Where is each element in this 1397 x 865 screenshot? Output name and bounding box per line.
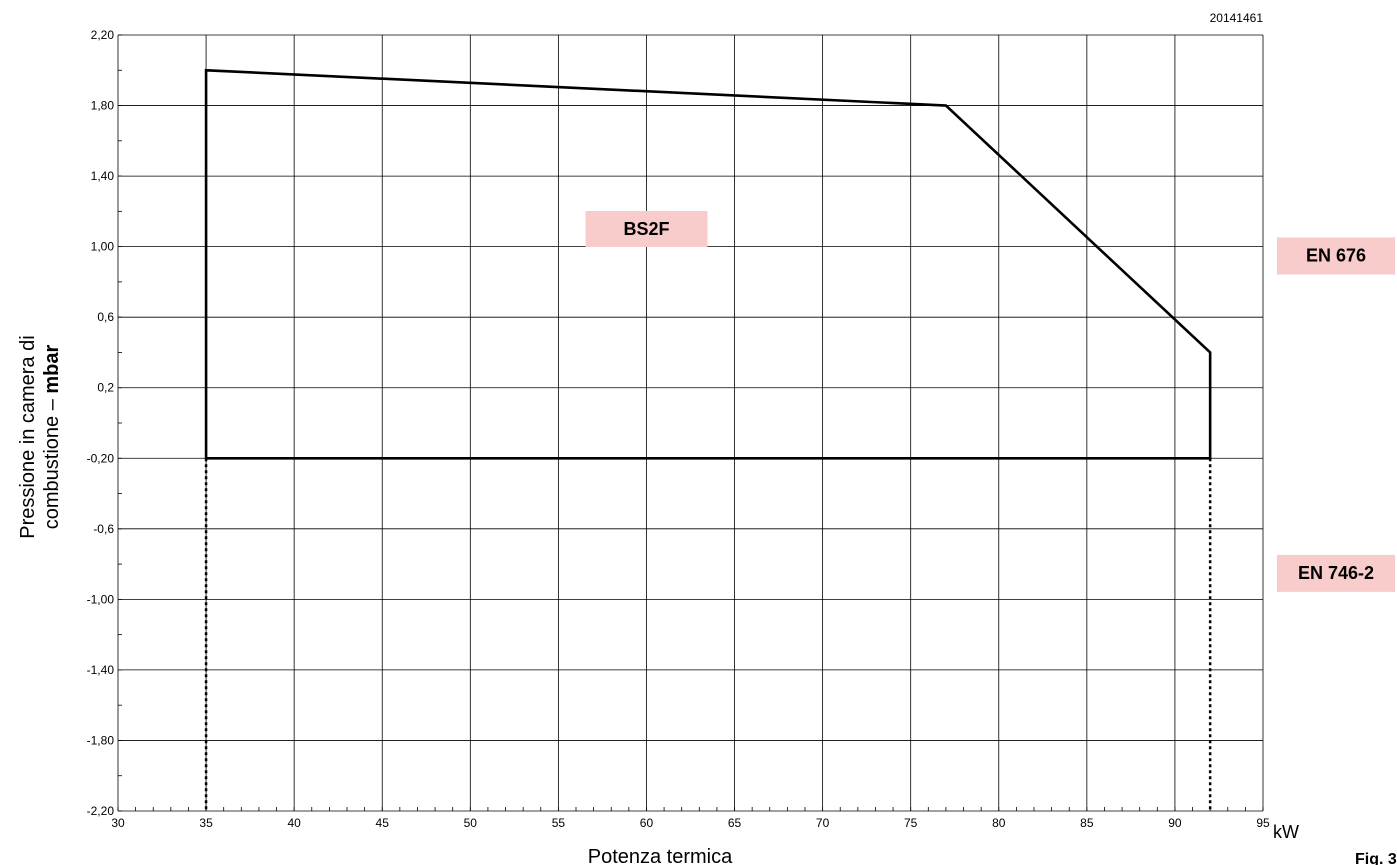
y-tick-label: 0,6 xyxy=(97,310,114,324)
y-tick-label: 2,20 xyxy=(91,28,115,42)
y-tick-label: 0,2 xyxy=(97,381,114,395)
annotation-label: BS2F xyxy=(623,219,669,239)
x-tick-label: 75 xyxy=(904,816,918,830)
minor-ticks xyxy=(117,34,1264,812)
y-tick-label: 1,40 xyxy=(91,169,115,183)
x-tick-label: 35 xyxy=(199,816,213,830)
y-tick-label: -0,6 xyxy=(93,522,114,536)
y-tick-label: -0,20 xyxy=(87,451,115,465)
x-tick-labels: 30 35 40 45 50 55 60 65 70 75 80 85 90 95 xyxy=(111,816,1270,830)
y-tick-label: -1,80 xyxy=(87,733,115,747)
y-tick-label: -1,00 xyxy=(87,592,115,606)
x-axis-unit: kW xyxy=(1273,822,1299,842)
y-axis-title-unit: mbar xyxy=(41,345,63,394)
y-tick-label: -2,20 xyxy=(87,804,115,818)
y-axis-title-line1: Pressione in camera di xyxy=(17,335,39,538)
annotations: BS2F EN 676 EN 746-2 xyxy=(585,211,1395,592)
x-tick-label: 60 xyxy=(640,816,654,830)
y-tick-label: 1,00 xyxy=(91,240,115,254)
grid xyxy=(117,34,1264,812)
x-tick-label: 45 xyxy=(376,816,390,830)
operating-range-series xyxy=(204,68,1212,460)
x-tick-label: 40 xyxy=(287,816,301,830)
x-tick-label: 50 xyxy=(464,816,478,830)
dotted-limit-lines xyxy=(204,458,1212,811)
y-tick-label: -1,40 xyxy=(87,663,115,677)
operating-range-line xyxy=(204,68,1212,460)
x-tick-label: 80 xyxy=(992,816,1006,830)
standard-label: EN 746-2 xyxy=(1298,563,1374,583)
chart-code: 20141461 xyxy=(1210,11,1264,25)
x-tick-label: 90 xyxy=(1168,816,1182,830)
standard-badge xyxy=(1277,554,1395,592)
y-tick-labels: 2,20 1,80 1,40 1,00 0,6 0,2 -0,20 -0,6 -1,00 -1,4… xyxy=(87,28,115,818)
x-tick-label: 55 xyxy=(552,816,566,830)
standard-badge xyxy=(1277,237,1395,275)
x-tick-label: 85 xyxy=(1080,816,1094,830)
figure-label: Fig. 3 xyxy=(1355,851,1397,865)
y-tick-label: 1,80 xyxy=(91,99,115,113)
x-axis-title: Potenza termica xyxy=(588,846,733,865)
annotation-box xyxy=(585,211,708,247)
y-axis-title-line2: combustione – mbar xyxy=(41,345,63,530)
x-tick-label: 70 xyxy=(816,816,830,830)
x-tick-label: 65 xyxy=(728,816,742,830)
y-axis-title-text: combustione – xyxy=(41,394,63,530)
x-tick-label: 95 xyxy=(1256,816,1270,830)
standard-label: EN 676 xyxy=(1306,245,1366,265)
x-tick-label: 30 xyxy=(111,816,125,830)
